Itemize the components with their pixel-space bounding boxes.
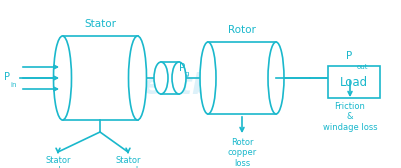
Text: Stator: Stator bbox=[84, 19, 116, 29]
Text: Rotor: Rotor bbox=[228, 25, 256, 35]
Ellipse shape bbox=[200, 42, 216, 114]
Ellipse shape bbox=[172, 62, 186, 94]
Text: Rotor
copper
loss: Rotor copper loss bbox=[227, 138, 257, 168]
Text: P: P bbox=[179, 63, 185, 73]
Text: P: P bbox=[346, 51, 352, 61]
Bar bbox=[208, 42, 276, 114]
Ellipse shape bbox=[53, 36, 71, 120]
Bar bbox=[328, 66, 380, 98]
Text: in: in bbox=[10, 82, 16, 88]
Ellipse shape bbox=[154, 62, 168, 94]
Text: Load: Load bbox=[340, 75, 368, 89]
Text: out: out bbox=[357, 64, 369, 70]
Bar bbox=[63, 36, 138, 120]
Text: g: g bbox=[185, 71, 189, 77]
Text: Stator
coreloss: Stator coreloss bbox=[41, 156, 75, 168]
Ellipse shape bbox=[128, 36, 146, 120]
Text: testbook: testbook bbox=[131, 72, 269, 100]
Text: P: P bbox=[4, 72, 10, 82]
Text: Stator
copper loss: Stator copper loss bbox=[104, 156, 152, 168]
Ellipse shape bbox=[268, 42, 284, 114]
Bar bbox=[161, 62, 179, 94]
Text: Friction
&
windage loss: Friction & windage loss bbox=[323, 102, 377, 132]
